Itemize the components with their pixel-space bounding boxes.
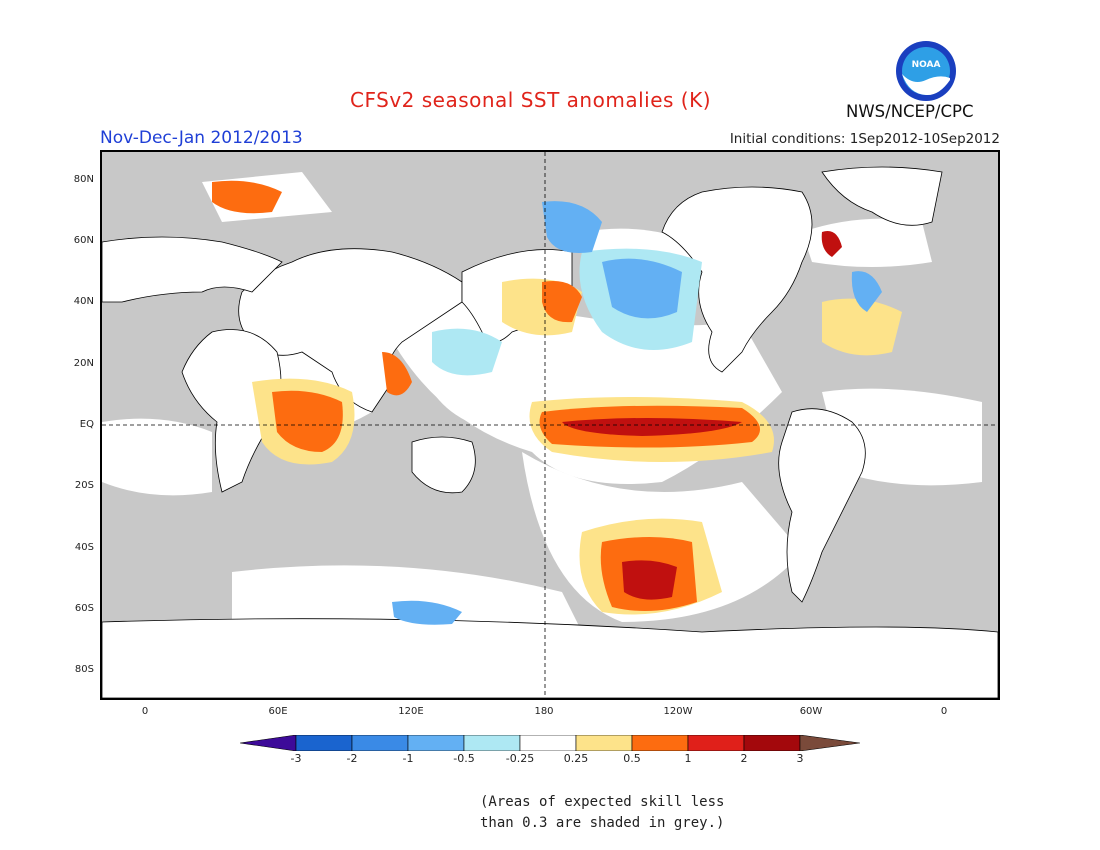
colorbar-bin-7 [631, 735, 689, 751]
reference-lines [102, 152, 998, 698]
lat-label-20n: 20N [73, 358, 94, 369]
agency-label: NWS/NCEP/CPC [846, 102, 974, 121]
lon-label-0-right: 0 [940, 706, 948, 717]
lat-label-40s: 40S [74, 542, 94, 553]
colorbar-bin-8 [687, 735, 745, 751]
colorbar-arrow-high [799, 735, 860, 751]
logo-text: NOAA [912, 60, 941, 70]
colorbar-bin-1 [295, 735, 353, 751]
lat-label-80s: 80S [74, 664, 94, 675]
lon-label-60w: 60W [799, 706, 823, 717]
lat-label-eq: EQ [79, 419, 94, 430]
colorbar-label-neg05: -0.5 [453, 752, 475, 765]
anomaly-field [102, 152, 998, 698]
map-title: CFSv2 seasonal SST anomalies (K) [350, 88, 711, 112]
footnote-line-1: (Areas of expected skill less [480, 794, 725, 810]
colorbar-arrow-low [240, 735, 297, 751]
colorbar-label-neg025: -0.25 [505, 752, 535, 765]
colorbar-bin-3 [407, 735, 465, 751]
colorbar-label-025: 0.25 [563, 752, 589, 765]
lat-label-80n: 80N [73, 174, 94, 185]
colorbar-label-neg1: -1 [402, 752, 414, 765]
lon-label-120e: 120E [398, 706, 424, 717]
continents [102, 166, 998, 698]
lat-label-60n: 60N [73, 235, 94, 246]
lon-label-180: 180 [534, 706, 554, 717]
lat-label-40n: 40N [73, 296, 94, 307]
noaa-logo: NOAA [896, 41, 956, 101]
strong-warm-anomalies [562, 231, 842, 600]
skill-footnote: (Areas of expected skill less than 0.3 a… [480, 792, 724, 834]
colorbar-label-05: 0.5 [623, 752, 641, 765]
colorbar-label-3: 3 [796, 752, 804, 765]
lon-label-0-left: 0 [141, 706, 149, 717]
lon-label-120w: 120W [663, 706, 693, 717]
lat-label-60s: 60S [74, 603, 94, 614]
colorbar-label-1: 1 [684, 752, 692, 765]
colorbar-label-neg2: -2 [346, 752, 358, 765]
colorbar-bin-5 [519, 735, 577, 751]
colorbar-bin-6 [575, 735, 633, 751]
footnote-line-2: than 0.3 are shaded in grey.) [480, 815, 725, 831]
initial-conditions: Initial conditions: 1Sep2012-10Sep2012 [729, 131, 1000, 147]
forecast-period: Nov-Dec-Jan 2012/2013 [100, 128, 303, 148]
colorbar [240, 735, 860, 751]
anomaly-map [100, 150, 1000, 700]
colorbar-bin-2 [351, 735, 409, 751]
colorbar-bin-4 [463, 735, 521, 751]
colorbar-label-2: 2 [740, 752, 748, 765]
colorbar-bin-9 [743, 735, 801, 751]
cool-anomalies [392, 201, 882, 625]
lon-label-60e: 60E [268, 706, 288, 717]
lat-label-20s: 20S [74, 480, 94, 491]
colorbar-label-neg3: -3 [290, 752, 302, 765]
